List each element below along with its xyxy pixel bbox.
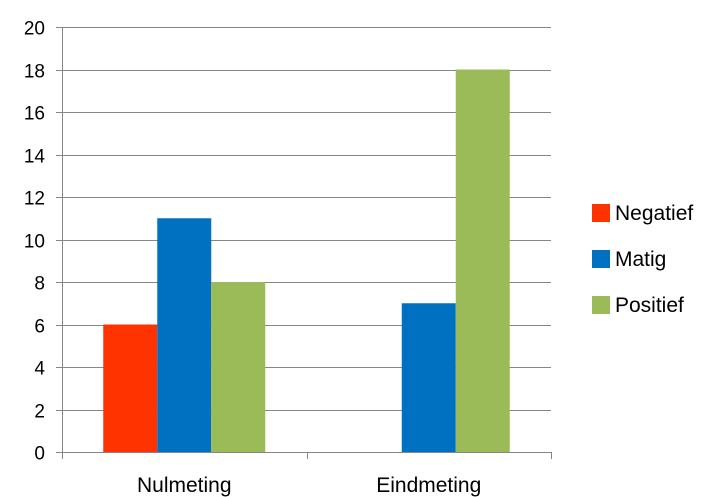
y-tick-label: 6 bbox=[34, 317, 45, 338]
legend-label-positief: Positief bbox=[615, 294, 684, 317]
y-tick-label: 0 bbox=[34, 444, 45, 465]
y-tick-label: 14 bbox=[24, 147, 46, 168]
legend-label-matig: Matig bbox=[615, 248, 666, 271]
legend-swatch-positief bbox=[592, 296, 610, 314]
legend-swatch-matig bbox=[592, 250, 610, 268]
bar-matig-eindmeting bbox=[401, 303, 456, 452]
x-category-label: Eindmeting bbox=[376, 474, 481, 497]
axes bbox=[56, 27, 552, 459]
y-tick-label: 12 bbox=[24, 189, 45, 210]
y-tick-label: 16 bbox=[24, 104, 45, 125]
bars bbox=[103, 69, 510, 452]
bar-negatief-nulmeting bbox=[103, 324, 158, 452]
legend: Negatief Matig Positief bbox=[592, 202, 693, 317]
y-tick-label: 18 bbox=[24, 62, 45, 83]
bar-matig-nulmeting bbox=[157, 218, 212, 452]
y-tick-label: 8 bbox=[34, 274, 45, 295]
bar-positief-eindmeting bbox=[455, 69, 510, 452]
y-tick-label: 10 bbox=[24, 232, 45, 253]
y-tick-label: 20 bbox=[24, 19, 45, 40]
x-category-label: Nulmeting bbox=[137, 474, 232, 497]
y-tick-labels: 0 2 4 6 8 10 12 14 16 18 20 bbox=[24, 19, 46, 465]
legend-label-negatief: Negatief bbox=[615, 202, 693, 225]
y-tick-label: 2 bbox=[34, 402, 45, 423]
legend-swatch-negatief bbox=[592, 204, 610, 222]
bar-positief-nulmeting bbox=[211, 282, 266, 452]
y-tick-label: 4 bbox=[34, 359, 45, 380]
x-category-labels: Nulmeting Eindmeting bbox=[137, 474, 481, 497]
